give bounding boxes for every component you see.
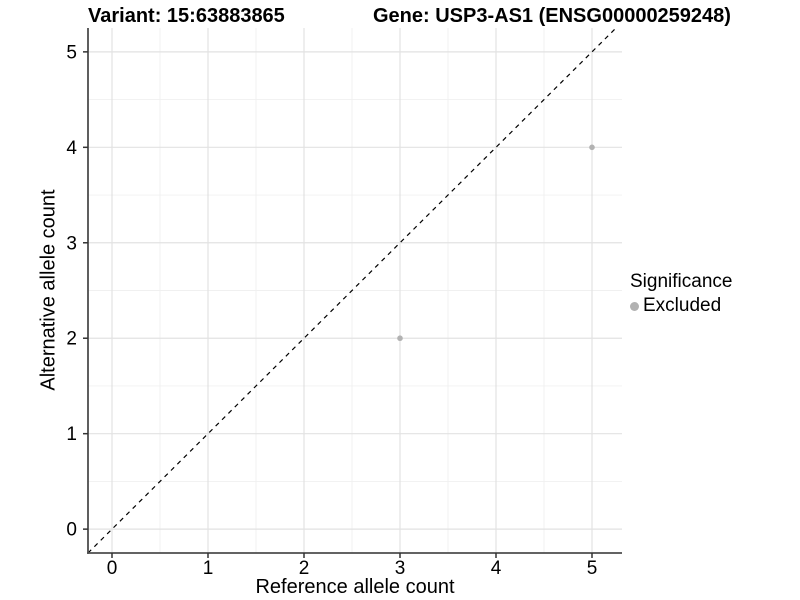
data-point xyxy=(589,144,595,151)
legend-item-excluded: Excluded xyxy=(630,295,732,317)
y-tick-label: 4 xyxy=(66,138,77,159)
gene-title: Gene: USP3-AS1 (ENSG00000259248) xyxy=(373,5,731,27)
variant-title: Variant: 15:63883865 xyxy=(88,5,285,27)
y-tick-label: 2 xyxy=(66,329,77,350)
data-point xyxy=(397,335,403,342)
identity-line xyxy=(87,27,617,554)
y-tick-label: 3 xyxy=(66,233,77,254)
x-tick-label: 3 xyxy=(395,558,406,579)
x-tick-label: 1 xyxy=(203,558,214,579)
y-tick-label: 1 xyxy=(66,424,77,445)
legend-item-label: Excluded xyxy=(643,295,722,316)
x-axis-title: Reference allele count xyxy=(255,576,455,598)
legend-title: Significance xyxy=(630,271,733,292)
x-tick-label: 5 xyxy=(587,558,598,579)
x-tick-label: 2 xyxy=(299,558,310,579)
y-tick-label: 5 xyxy=(66,42,77,63)
legend: Significance Excluded xyxy=(630,271,732,317)
x-tick-label: 0 xyxy=(107,558,118,579)
x-tick-label: 4 xyxy=(491,558,502,579)
y-axis-title: Alternative allele count xyxy=(37,189,60,391)
legend-point-icon xyxy=(630,301,639,311)
y-tick-label: 0 xyxy=(66,520,77,541)
